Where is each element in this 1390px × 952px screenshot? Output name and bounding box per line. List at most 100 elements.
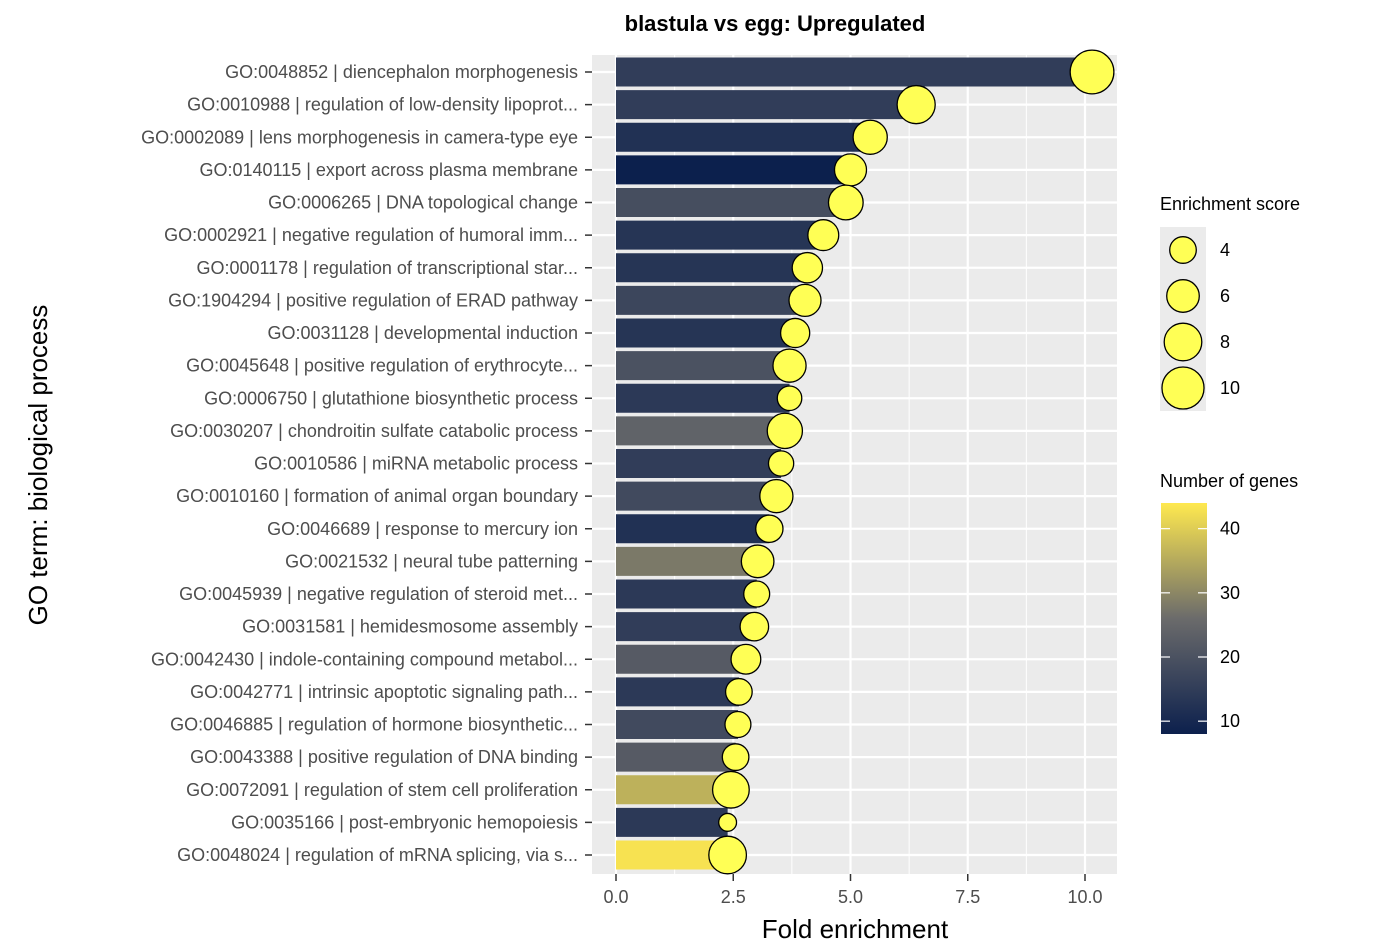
x-tick-label: 5.0 xyxy=(838,887,863,907)
bar xyxy=(616,612,755,642)
bar xyxy=(616,220,824,250)
y-tick-label: GO:0045939 | negative regulation of ster… xyxy=(179,584,578,604)
color-legend-label: 20 xyxy=(1220,647,1240,667)
bar xyxy=(616,122,871,152)
y-tick-label: GO:0031581 | hemidesmosome assembly xyxy=(242,617,578,637)
x-axis-title: Fold enrichment xyxy=(762,914,949,944)
y-tick-label: GO:0042771 | intrinsic apoptotic signali… xyxy=(190,682,578,702)
point xyxy=(896,84,936,125)
x-tick-label: 7.5 xyxy=(955,887,980,907)
y-tick-label: GO:1904294 | positive regulation of ERAD… xyxy=(168,290,578,310)
color-legend-label: 10 xyxy=(1220,711,1240,731)
size-legend-point xyxy=(1166,279,1200,313)
point xyxy=(833,153,868,187)
size-legend-title: Enrichment score xyxy=(1160,194,1300,214)
y-tick-label: GO:0035166 | post-embryonic hemopoiesis xyxy=(231,812,578,832)
size-legend-label: 6 xyxy=(1220,286,1230,306)
y-tick-label: GO:0006750 | glutathione biosynthetic pr… xyxy=(204,388,578,408)
y-tick-label: GO:0046885 | regulation of hormone biosy… xyxy=(170,715,578,735)
bar xyxy=(616,90,917,120)
point xyxy=(807,219,840,252)
point xyxy=(852,119,888,155)
bar xyxy=(616,742,736,772)
bar xyxy=(616,318,796,348)
x-tick-label: 2.5 xyxy=(721,887,746,907)
point xyxy=(739,611,770,642)
point xyxy=(1069,49,1115,95)
bar xyxy=(616,481,777,511)
size-legend-keys: 4 6 8 10 xyxy=(1161,236,1240,410)
bar xyxy=(616,253,808,283)
bar xyxy=(616,285,806,315)
bar xyxy=(616,775,731,805)
y-tick-label: GO:0006265 | DNA topological change xyxy=(268,193,578,213)
point xyxy=(724,677,753,706)
y-tick-label: GO:0046689 | response to mercury ion xyxy=(267,519,578,539)
size-legend-label: 4 xyxy=(1220,240,1230,260)
size-legend-point xyxy=(1163,322,1203,362)
bar xyxy=(616,449,782,478)
point xyxy=(708,835,748,875)
points xyxy=(708,49,1115,875)
point xyxy=(772,348,807,383)
point xyxy=(755,514,784,544)
point xyxy=(827,184,864,221)
x-axis-ticks: 0.0 2.5 5.0 7.5 10.0 xyxy=(603,874,1103,907)
y-tick-label: GO:0048024 | regulation of mRNA splicing… xyxy=(177,845,578,865)
bar xyxy=(616,710,738,739)
y-tick-label: GO:0048852 | diencephalon morphogenesis xyxy=(225,62,578,82)
color-legend-label: 40 xyxy=(1220,519,1240,539)
size-legend-point xyxy=(1161,366,1205,410)
point xyxy=(724,710,752,739)
size-legend: Enrichment score 4 6 8 10 xyxy=(1160,194,1300,411)
bar xyxy=(616,807,728,837)
color-legend-title: Number of genes xyxy=(1160,471,1298,491)
bar xyxy=(616,644,746,674)
point xyxy=(788,283,822,318)
y-tick-label: GO:0001178 | regulation of transcription… xyxy=(196,258,578,278)
y-tick-label: GO:0010160 | formation of animal organ b… xyxy=(176,486,578,506)
y-tick-label: GO:0021532 | neural tube patterning xyxy=(285,551,578,571)
y-tick-label: GO:0042430 | indole-containing compound … xyxy=(151,649,578,669)
bar xyxy=(616,416,785,446)
point xyxy=(740,544,775,579)
color-legend-label: 30 xyxy=(1220,583,1240,603)
point xyxy=(721,743,750,772)
point xyxy=(718,812,738,832)
color-legend: Number of genes 10 20 30 40 xyxy=(1160,471,1298,734)
y-tick-label: GO:0010586 | miRNA metabolic process xyxy=(254,454,578,474)
y-tick-label: GO:0043388 | positive regulation of DNA … xyxy=(190,747,578,767)
size-legend-label: 8 xyxy=(1220,332,1230,352)
point xyxy=(791,251,824,284)
y-tick-label: GO:0140115 | export across plasma membra… xyxy=(199,160,578,180)
y-tick-label: GO:0031128 | developmental induction xyxy=(267,323,578,343)
bar xyxy=(616,383,790,413)
point xyxy=(766,412,804,450)
x-tick-label: 10.0 xyxy=(1067,887,1102,907)
y-tick-label: GO:0045648 | positive regulation of eryt… xyxy=(186,356,578,376)
y-tick-label: GO:0010988 | regulation of low-density l… xyxy=(187,95,578,115)
size-legend-point xyxy=(1169,236,1197,264)
bar xyxy=(616,579,757,609)
bar xyxy=(616,677,739,707)
color-legend-ticks: 10 20 30 40 xyxy=(1161,519,1240,731)
y-axis-labels: GO:0048852 | diencephalon morphogenesis G… xyxy=(141,62,592,865)
point xyxy=(759,478,794,514)
bar xyxy=(616,57,1093,87)
color-legend-bar xyxy=(1161,503,1207,734)
bar xyxy=(616,351,790,381)
bar xyxy=(616,155,851,185)
bars xyxy=(616,57,1093,870)
y-axis-title: GO term: biological process xyxy=(23,305,53,626)
size-legend-label: 10 xyxy=(1220,378,1240,398)
y-tick-label: GO:0030207 | chondroitin sulfate catabol… xyxy=(170,421,578,441)
point xyxy=(776,385,803,412)
bar xyxy=(616,546,758,576)
point xyxy=(730,643,762,675)
x-tick-label: 0.0 xyxy=(603,887,628,907)
bar xyxy=(616,514,770,544)
point xyxy=(779,317,811,349)
point xyxy=(767,450,795,477)
y-tick-label: GO:0002089 | lens morphogenesis in camer… xyxy=(141,127,578,147)
